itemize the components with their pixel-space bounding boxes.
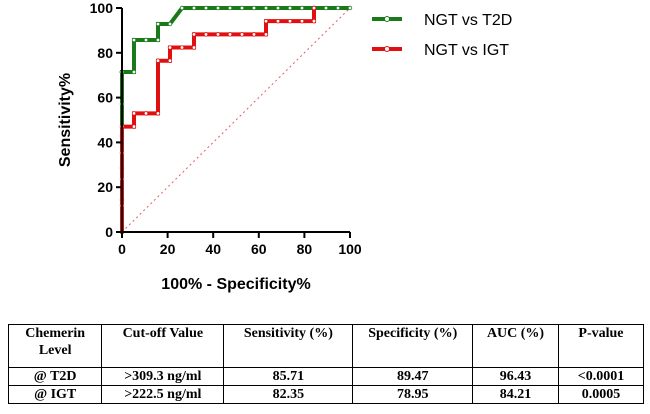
series-point	[275, 5, 281, 11]
legend-entry-t2d: NGT vs T2D	[372, 12, 512, 29]
series-point	[227, 5, 233, 11]
series-point	[167, 45, 173, 50]
table-row: @ IGT >222.5 ng/ml 82.35 78.95 84.21 0.0…	[7, 385, 645, 404]
series-point	[311, 5, 317, 11]
series-point	[155, 58, 161, 63]
series-point	[167, 58, 173, 63]
series-point	[131, 111, 137, 116]
y-tick-label: 0	[105, 224, 113, 240]
y-tick-label: 100	[90, 0, 114, 16]
series-point	[239, 32, 245, 37]
series-point	[179, 5, 185, 11]
table-row: @ T2D >309.3 ng/ml 85.71 89.47 96.43 <0.…	[7, 367, 645, 386]
cell-level: @ IGT	[7, 385, 103, 404]
series-point	[203, 5, 209, 11]
y-tick-label: 80	[97, 45, 113, 61]
series-point	[131, 69, 137, 75]
header-p-value: P-value	[557, 324, 645, 368]
y-tick-label: 40	[97, 134, 113, 150]
header-specificity: Specificity (%)	[352, 324, 474, 368]
header-auc: AUC (%)	[472, 324, 559, 368]
series-point	[191, 45, 197, 50]
y-tick-label: 20	[97, 179, 113, 195]
cell-auc: 96.43	[472, 367, 559, 386]
series-point	[263, 5, 269, 11]
series-point	[131, 37, 137, 43]
y-tick-label: 60	[97, 90, 113, 106]
series-point	[347, 5, 353, 11]
series-point	[251, 32, 257, 37]
series-point	[179, 45, 185, 50]
table-header-row: Chemerin Level Cut-off Value Sensitivity…	[7, 324, 645, 368]
series-point	[167, 21, 173, 27]
series-point	[203, 32, 209, 37]
x-tick-label: 20	[160, 241, 176, 257]
header-chemerin-level: Chemerin Level	[7, 324, 103, 368]
cell-p-value: 0.0005	[557, 385, 645, 404]
series-point	[215, 32, 221, 37]
legend-label-t2d: NGT vs T2D	[424, 12, 512, 29]
series-point	[215, 5, 221, 11]
series-point	[155, 111, 161, 116]
cell-specificity: 78.95	[352, 385, 474, 404]
series-point	[143, 111, 149, 116]
series-point	[191, 5, 197, 11]
x-axis-title: 100% - Specificity%	[161, 276, 310, 293]
x-tick-label: 80	[297, 241, 313, 257]
legend-marker-t2d	[384, 16, 390, 22]
series-point	[155, 21, 161, 27]
legend-marker-igt	[384, 46, 390, 52]
legend: NGT vs T2D NGT vs IGT	[372, 12, 512, 59]
x-tick-label: 40	[205, 241, 221, 257]
series-point	[239, 5, 245, 11]
cell-level: @ T2D	[7, 367, 103, 386]
roc-chart: 0 20 40 60 80 100 0 20 40 60 80 100 100% - Specifi…	[57, 0, 512, 293]
x-tick-label: 100	[338, 241, 362, 257]
legend-entry-igt: NGT vs IGT	[372, 42, 509, 59]
header-sensitivity: Sensitivity (%)	[223, 324, 354, 368]
legend-label-igt: NGT vs IGT	[424, 42, 509, 59]
series-point	[251, 5, 257, 11]
results-table: Chemerin Level Cut-off Value Sensitivity…	[7, 324, 645, 404]
series-point	[143, 37, 149, 43]
series-point	[275, 18, 281, 24]
series-point	[263, 32, 269, 37]
series-point	[191, 32, 197, 37]
y-axis-title: Sensitivity%	[57, 73, 74, 167]
series-point	[287, 5, 293, 11]
cell-auc: 84.21	[472, 385, 559, 404]
series-point	[155, 37, 161, 43]
series-point	[299, 5, 305, 11]
series-point	[263, 18, 269, 24]
x-tick-label: 60	[251, 241, 267, 257]
cell-cutoff: >309.3 ng/ml	[101, 367, 225, 386]
cell-cutoff: >222.5 ng/ml	[101, 385, 225, 404]
series-point	[335, 5, 341, 11]
cell-specificity: 89.47	[352, 367, 474, 386]
x-tick-label: 0	[118, 241, 126, 257]
cell-sensitivity: 85.71	[223, 367, 354, 386]
series-point	[227, 32, 233, 37]
series-point	[299, 18, 305, 24]
cell-sensitivity: 82.35	[223, 385, 354, 404]
header-cutoff-value: Cut-off Value	[101, 324, 225, 368]
series-point	[131, 124, 137, 129]
cell-p-value: <0.0001	[557, 367, 645, 386]
series-point	[311, 18, 317, 24]
series-point	[323, 5, 329, 11]
series-point	[287, 18, 293, 24]
reference-diagonal	[121, 7, 351, 233]
